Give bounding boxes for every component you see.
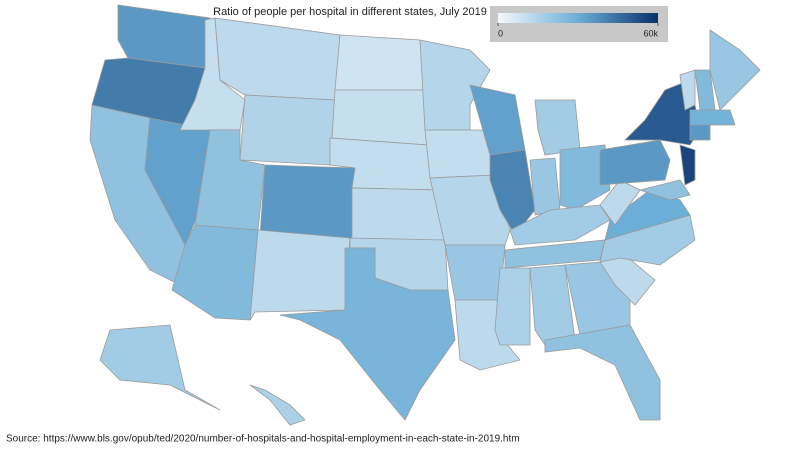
state (709, 29, 761, 111)
state (429, 174, 511, 246)
state (239, 94, 336, 166)
state (689, 124, 711, 141)
state (544, 324, 661, 421)
state (604, 189, 691, 241)
state (559, 144, 611, 211)
state (214, 17, 341, 101)
state (249, 229, 351, 321)
state (351, 187, 446, 241)
map (89, 4, 761, 426)
colorbar-tick-label: 60k (643, 28, 658, 38)
state (529, 157, 561, 216)
state (689, 109, 736, 126)
state (249, 384, 306, 426)
state (279, 247, 456, 421)
state (504, 239, 606, 269)
chart-title: Ratio of people per hospital in differen… (213, 6, 487, 18)
colorbar-box (490, 6, 668, 42)
colorbar-tick-label: 0 (498, 28, 503, 38)
colorbar (498, 13, 658, 23)
state (444, 244, 506, 301)
source: Source: https://www.bls.gov/opub/ted/202… (6, 434, 520, 445)
state (494, 267, 531, 346)
state (99, 324, 221, 411)
state (334, 34, 426, 91)
state (599, 139, 671, 186)
state (331, 89, 429, 146)
state (679, 144, 696, 186)
state (679, 69, 696, 111)
state (259, 164, 356, 241)
state (638, 179, 691, 201)
state (534, 99, 581, 156)
